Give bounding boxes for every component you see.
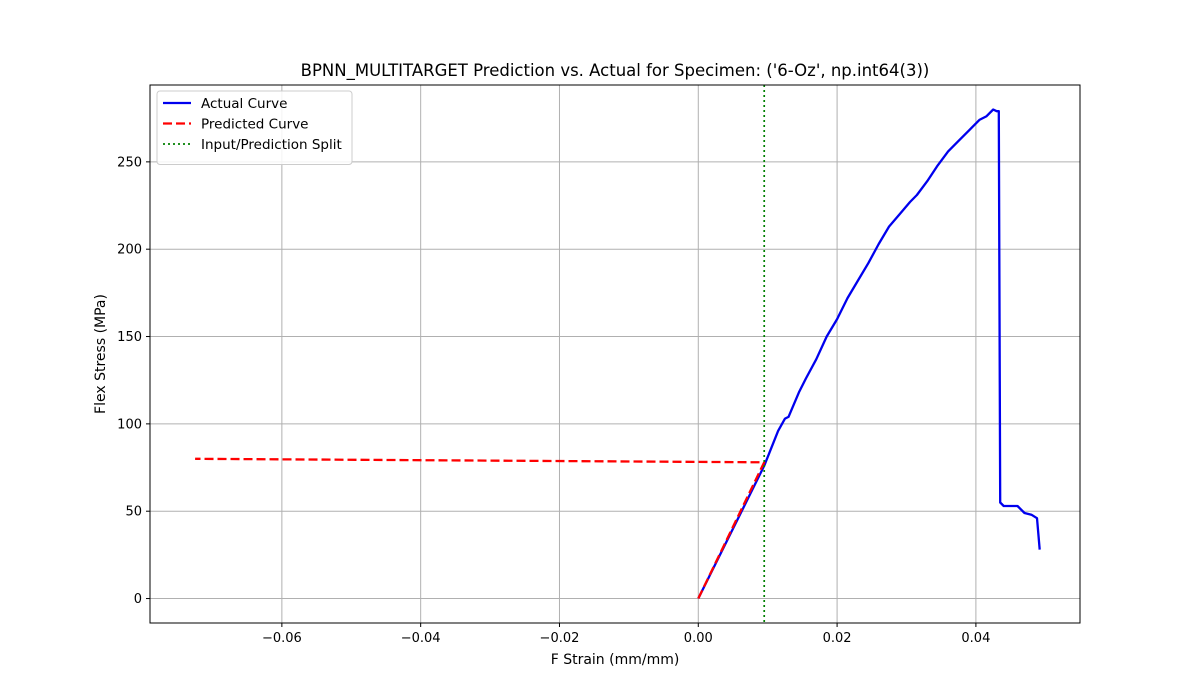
y-tick-label: 150 xyxy=(117,330,142,345)
x-tick-label: −0.06 xyxy=(262,631,302,646)
y-tick-label: 50 xyxy=(125,505,142,520)
x-tick-label: 0.00 xyxy=(684,631,713,646)
y-tick-label: 200 xyxy=(117,243,142,258)
y-axis-label: Flex Stress (MPa) xyxy=(93,294,109,414)
series-layer xyxy=(195,85,1041,623)
legend-label-input-prediction-split: Input/Prediction Split xyxy=(201,137,342,153)
y-tick-label: 250 xyxy=(117,155,142,170)
x-tick-label: 0.04 xyxy=(961,631,990,646)
grid-lines xyxy=(150,85,1080,623)
plot-area-frame xyxy=(149,84,1081,624)
y-tick-label: 0 xyxy=(134,592,142,607)
predicted-curve-line xyxy=(195,457,766,600)
x-tick-label: 0.02 xyxy=(823,631,852,646)
x-tick-label: −0.04 xyxy=(401,631,441,646)
legend-box xyxy=(156,90,353,165)
legend: Actual Curve Predicted Curve Input/Predict… xyxy=(156,90,353,165)
legend-label-predicted-curve: Predicted Curve xyxy=(201,117,309,133)
x-axis-label: F Strain (mm/mm) xyxy=(551,652,680,668)
x-tick-label: −0.02 xyxy=(540,631,580,646)
actual-curve-line xyxy=(697,108,1041,600)
y-tick-label: 100 xyxy=(117,417,142,432)
legend-label-actual-curve: Actual Curve xyxy=(201,96,287,112)
chart-title: BPNN_MULTITARGET Prediction vs. Actual f… xyxy=(301,61,930,81)
axis-ticks: −0.06 −0.04 −0.02 0.00 0.02 0.04 0 50 100 150 200 2… xyxy=(117,155,990,646)
